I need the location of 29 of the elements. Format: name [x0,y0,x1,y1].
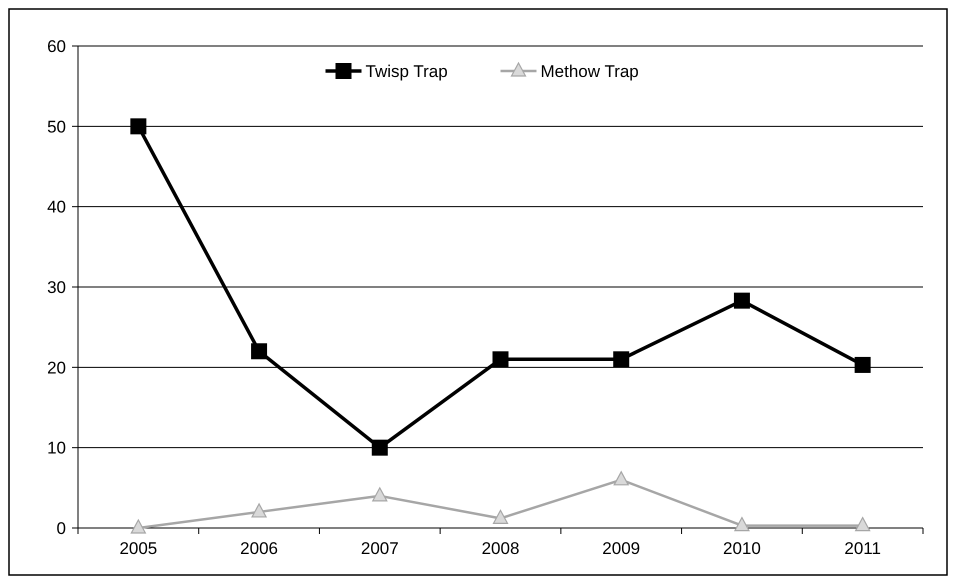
point [492,351,508,368]
point [130,519,146,534]
x-tick-label: 2010 [723,539,761,558]
legend-label: Twisp Trap [366,62,448,81]
y-tick-label: 20 [47,358,66,378]
x-tick-label: 2005 [119,539,158,558]
point [251,503,267,518]
legend-label: Methow Trap [540,62,639,81]
point [251,343,268,360]
y-tick-label: 10 [47,438,66,458]
point [372,440,388,456]
point [854,356,871,373]
x-tick-label: 2006 [240,539,278,558]
point [855,516,870,532]
point [613,351,630,368]
point [372,487,388,502]
point [492,510,508,524]
x-tick-label: 2009 [602,539,640,558]
point [734,516,750,532]
y-tick-label: 60 [47,36,66,56]
x-tick-label: 2008 [482,539,520,558]
x-tick-label: 2011 [844,539,881,558]
y-tick-label: 30 [47,278,66,297]
y-tick-label: 50 [47,117,66,136]
point [734,292,750,309]
x-tick-label: 2007 [360,539,399,558]
point [614,471,629,486]
y-tick-label: 40 [47,198,66,217]
y-tick-label: 0 [56,518,66,538]
